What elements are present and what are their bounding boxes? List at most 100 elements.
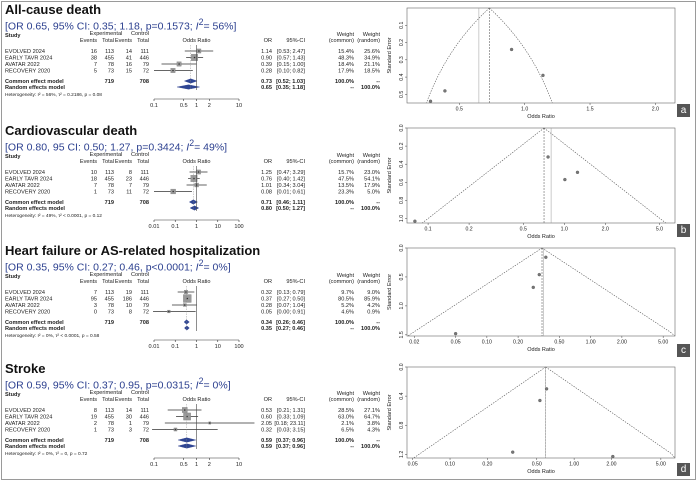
header-or: OR xyxy=(264,38,272,44)
header-total: Total xyxy=(102,159,114,165)
header-total: Total xyxy=(137,38,149,44)
funnel-y-tick-label: 0.8 xyxy=(399,422,405,429)
study-ctrl-total: 446 xyxy=(140,177,149,183)
study-weight-common: 18.4% xyxy=(338,62,354,68)
panel-letter: d xyxy=(677,463,690,476)
funnel-study-point xyxy=(428,99,433,103)
funnel-study-point xyxy=(544,255,548,259)
study-weight-common: 23.3% xyxy=(338,190,354,196)
study-or: 0.28 xyxy=(261,303,272,309)
funnel-y-tick-label: 0.0 xyxy=(399,244,405,251)
study-weight-common: 15.4% xyxy=(338,49,354,55)
study-exp-total: 73 xyxy=(108,69,114,75)
funnel-y-label: Standard Error xyxy=(387,394,393,430)
funnel-y-tick-label: 0.3 xyxy=(399,56,405,63)
funnel-x-tick-label: 1.00 xyxy=(586,340,596,346)
study-weight-common: 4.6% xyxy=(341,310,354,316)
study-weight-random: 64.7% xyxy=(364,415,380,421)
study-ctrl-events: 15 xyxy=(126,69,132,75)
header-random: (random) xyxy=(357,279,380,285)
study-exp-total: 73 xyxy=(108,310,114,316)
random-effect-diamond xyxy=(184,325,190,331)
study-or-point xyxy=(172,69,174,72)
funnel-x-tick-label: 0.5 xyxy=(520,227,527,233)
study-weight-common: 6.5% xyxy=(341,428,354,434)
stat-ci: 0.35; 1.18 xyxy=(93,20,140,33)
funnel-y-tick-label: 1.2 xyxy=(399,451,405,458)
random-model-label: Random effects model xyxy=(5,444,65,450)
study-exp-events: 5 xyxy=(94,69,97,75)
header-total: Total xyxy=(137,397,149,403)
forest-x-tick-label: 2 xyxy=(208,103,211,109)
study-weight-common: 80.5% xyxy=(338,297,354,303)
study-ci: [0.40; 1.42] xyxy=(277,177,305,183)
funnel-x-tick-label: 0.10 xyxy=(482,340,492,346)
header-total: Total xyxy=(137,279,149,285)
study-exp-total: 73 xyxy=(108,190,114,196)
stat-or: 0.65 xyxy=(26,20,48,33)
study-or: 2.05 xyxy=(261,421,272,427)
forest-x-tick-label: 1 xyxy=(195,344,198,350)
funnel-plot: 0.1 0.2 0.5 1.0 2.0 5.0 Odds Ratio 0.0 0.2 0.4 0.6… xyxy=(387,124,676,240)
common-weight-random: -- xyxy=(376,438,380,444)
heterogeneity-text: Heterogeneity: I² = 0%, τ² = 0, p = 0.72 xyxy=(5,451,88,457)
study-name: EARLY TAVR 2024 xyxy=(5,177,52,183)
heterogeneity-text: Heterogeneity: I² = 49%, τ² < 0.0001, p … xyxy=(5,213,102,219)
study-or: 0.90 xyxy=(261,56,272,62)
funnel-x-tick-label: 0.05 xyxy=(408,462,418,468)
funnel-study-point xyxy=(413,219,417,223)
study-or: 0.05 xyxy=(261,310,272,316)
panel-stat-summary: [OR 0.80, 95 CI: 0.50; 1.27, p=0.3424; I… xyxy=(5,138,228,154)
funnel-plot-area xyxy=(406,7,676,104)
header-control: Control xyxy=(131,272,149,278)
study-weight-common: 15.7% xyxy=(338,170,354,176)
header-random: (random) xyxy=(357,397,380,403)
random-weight-common: -- xyxy=(350,85,354,91)
common-ctrl-total: 708 xyxy=(140,320,149,326)
common-model-label: Common effect model xyxy=(5,320,64,326)
header-common: (common) xyxy=(329,159,354,165)
funnel-x-tick-label: 5.00 xyxy=(658,340,668,346)
stat-or: 0.35 xyxy=(26,261,48,274)
header-control: Control xyxy=(131,152,149,158)
study-ci: [0.47; 3.29] xyxy=(277,170,305,176)
study-exp-events: 7 xyxy=(94,62,97,68)
study-weight-common: 28.5% xyxy=(338,408,354,414)
random-weight-random: 100.0% xyxy=(361,444,380,450)
study-ci: [0.57; 1.43] xyxy=(277,56,305,62)
funnel-x-tick-label: 1.0 xyxy=(521,107,528,113)
stat-ci: 0.50; 1.27 xyxy=(83,141,131,154)
study-exp-total: 73 xyxy=(108,428,114,434)
header-events: Events xyxy=(80,159,97,165)
study-exp-events: 1 xyxy=(94,428,97,434)
study-weight-common: 47.5% xyxy=(338,177,354,183)
study-exp-events: 16 xyxy=(91,49,97,55)
heterogeneity-text: Heterogeneity: I² = 56%, τ² = 0.2186, p … xyxy=(5,92,102,98)
study-weight-random: 3.8% xyxy=(367,421,380,427)
study-ctrl-total: 446 xyxy=(140,415,149,421)
study-or: 0.28 xyxy=(261,69,272,75)
header-study: Study xyxy=(5,33,21,39)
study-or-point xyxy=(183,409,186,411)
funnel-x-tick-label: 1.5 xyxy=(586,107,593,113)
funnel-x-tick-label: 2.0 xyxy=(652,107,659,113)
study-exp-events: 7 xyxy=(94,183,97,189)
funnel-x-label: Odds Ratio xyxy=(527,234,555,239)
study-ci: [0.21; 1.31] xyxy=(277,408,305,414)
study-exp-events: 8 xyxy=(94,408,97,414)
random-or: 0.59 xyxy=(261,444,272,450)
study-ctrl-total: 111 xyxy=(140,49,149,55)
study-ctrl-events: 30 xyxy=(126,415,132,421)
study-or: 0.76 xyxy=(261,177,272,183)
header-total: Total xyxy=(137,159,149,165)
random-ci: [0.37; 0.96] xyxy=(276,444,305,450)
study-ctrl-events: 7 xyxy=(129,183,132,189)
study-name: EARLY TAVR 2024 xyxy=(5,415,52,421)
common-exp-total: 719 xyxy=(105,79,114,85)
funnel-y-label: Standard Error xyxy=(387,37,393,73)
header-events: Events xyxy=(115,159,132,165)
study-exp-events: 7 xyxy=(94,290,97,296)
stat-p: 0.0315 xyxy=(157,379,190,392)
header-or: OR xyxy=(264,279,272,285)
funnel-study-point xyxy=(453,332,458,336)
